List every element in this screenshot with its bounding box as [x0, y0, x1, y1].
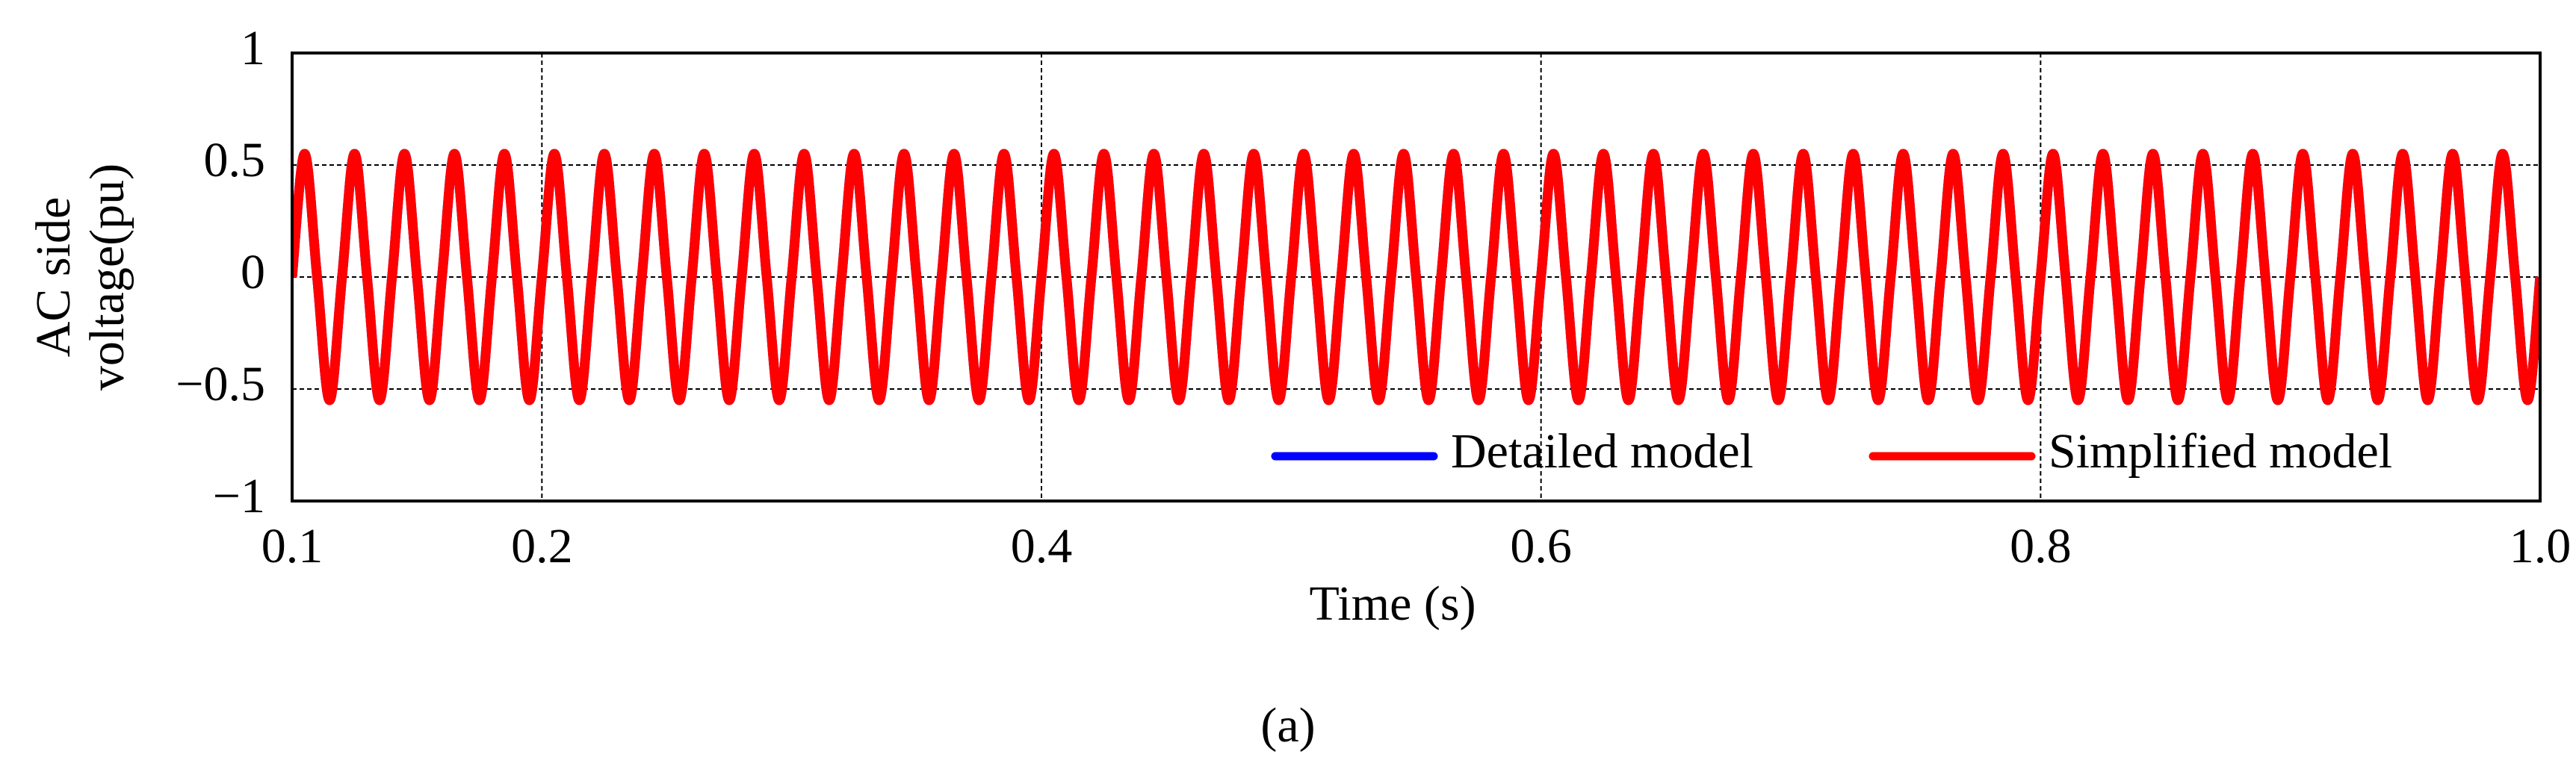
y-axis-label: AC side voltage(pu): [26, 164, 134, 391]
plot-frame: [291, 52, 2542, 503]
x-tick-label: 0.6: [1510, 519, 1572, 573]
legend-label: Simplified model: [2049, 424, 2392, 479]
y-tick-label: 1: [241, 21, 265, 75]
y-tick-label: 0: [241, 245, 265, 299]
x-tick-label: 0.8: [2010, 519, 2072, 573]
caption: (a): [1260, 698, 1315, 753]
y-tick-label: 0.5: [204, 133, 266, 187]
x-axis-label: Time (s): [1309, 576, 1476, 631]
y-tick-label: −1: [213, 469, 265, 523]
y-axis-label-line: AC side: [26, 197, 81, 358]
x-tick-label: 0.1: [261, 519, 323, 573]
x-tick-label: 1.0: [2510, 519, 2572, 573]
x-tick-label: 0.4: [1011, 519, 1073, 573]
x-tick-label: 0.2: [511, 519, 573, 573]
y-axis-label-line: voltage(pu): [80, 164, 134, 391]
data-line: [292, 149, 2540, 405]
legend-label: Detailed model: [1451, 424, 1753, 479]
y-tick-label: −0.5: [176, 357, 265, 411]
